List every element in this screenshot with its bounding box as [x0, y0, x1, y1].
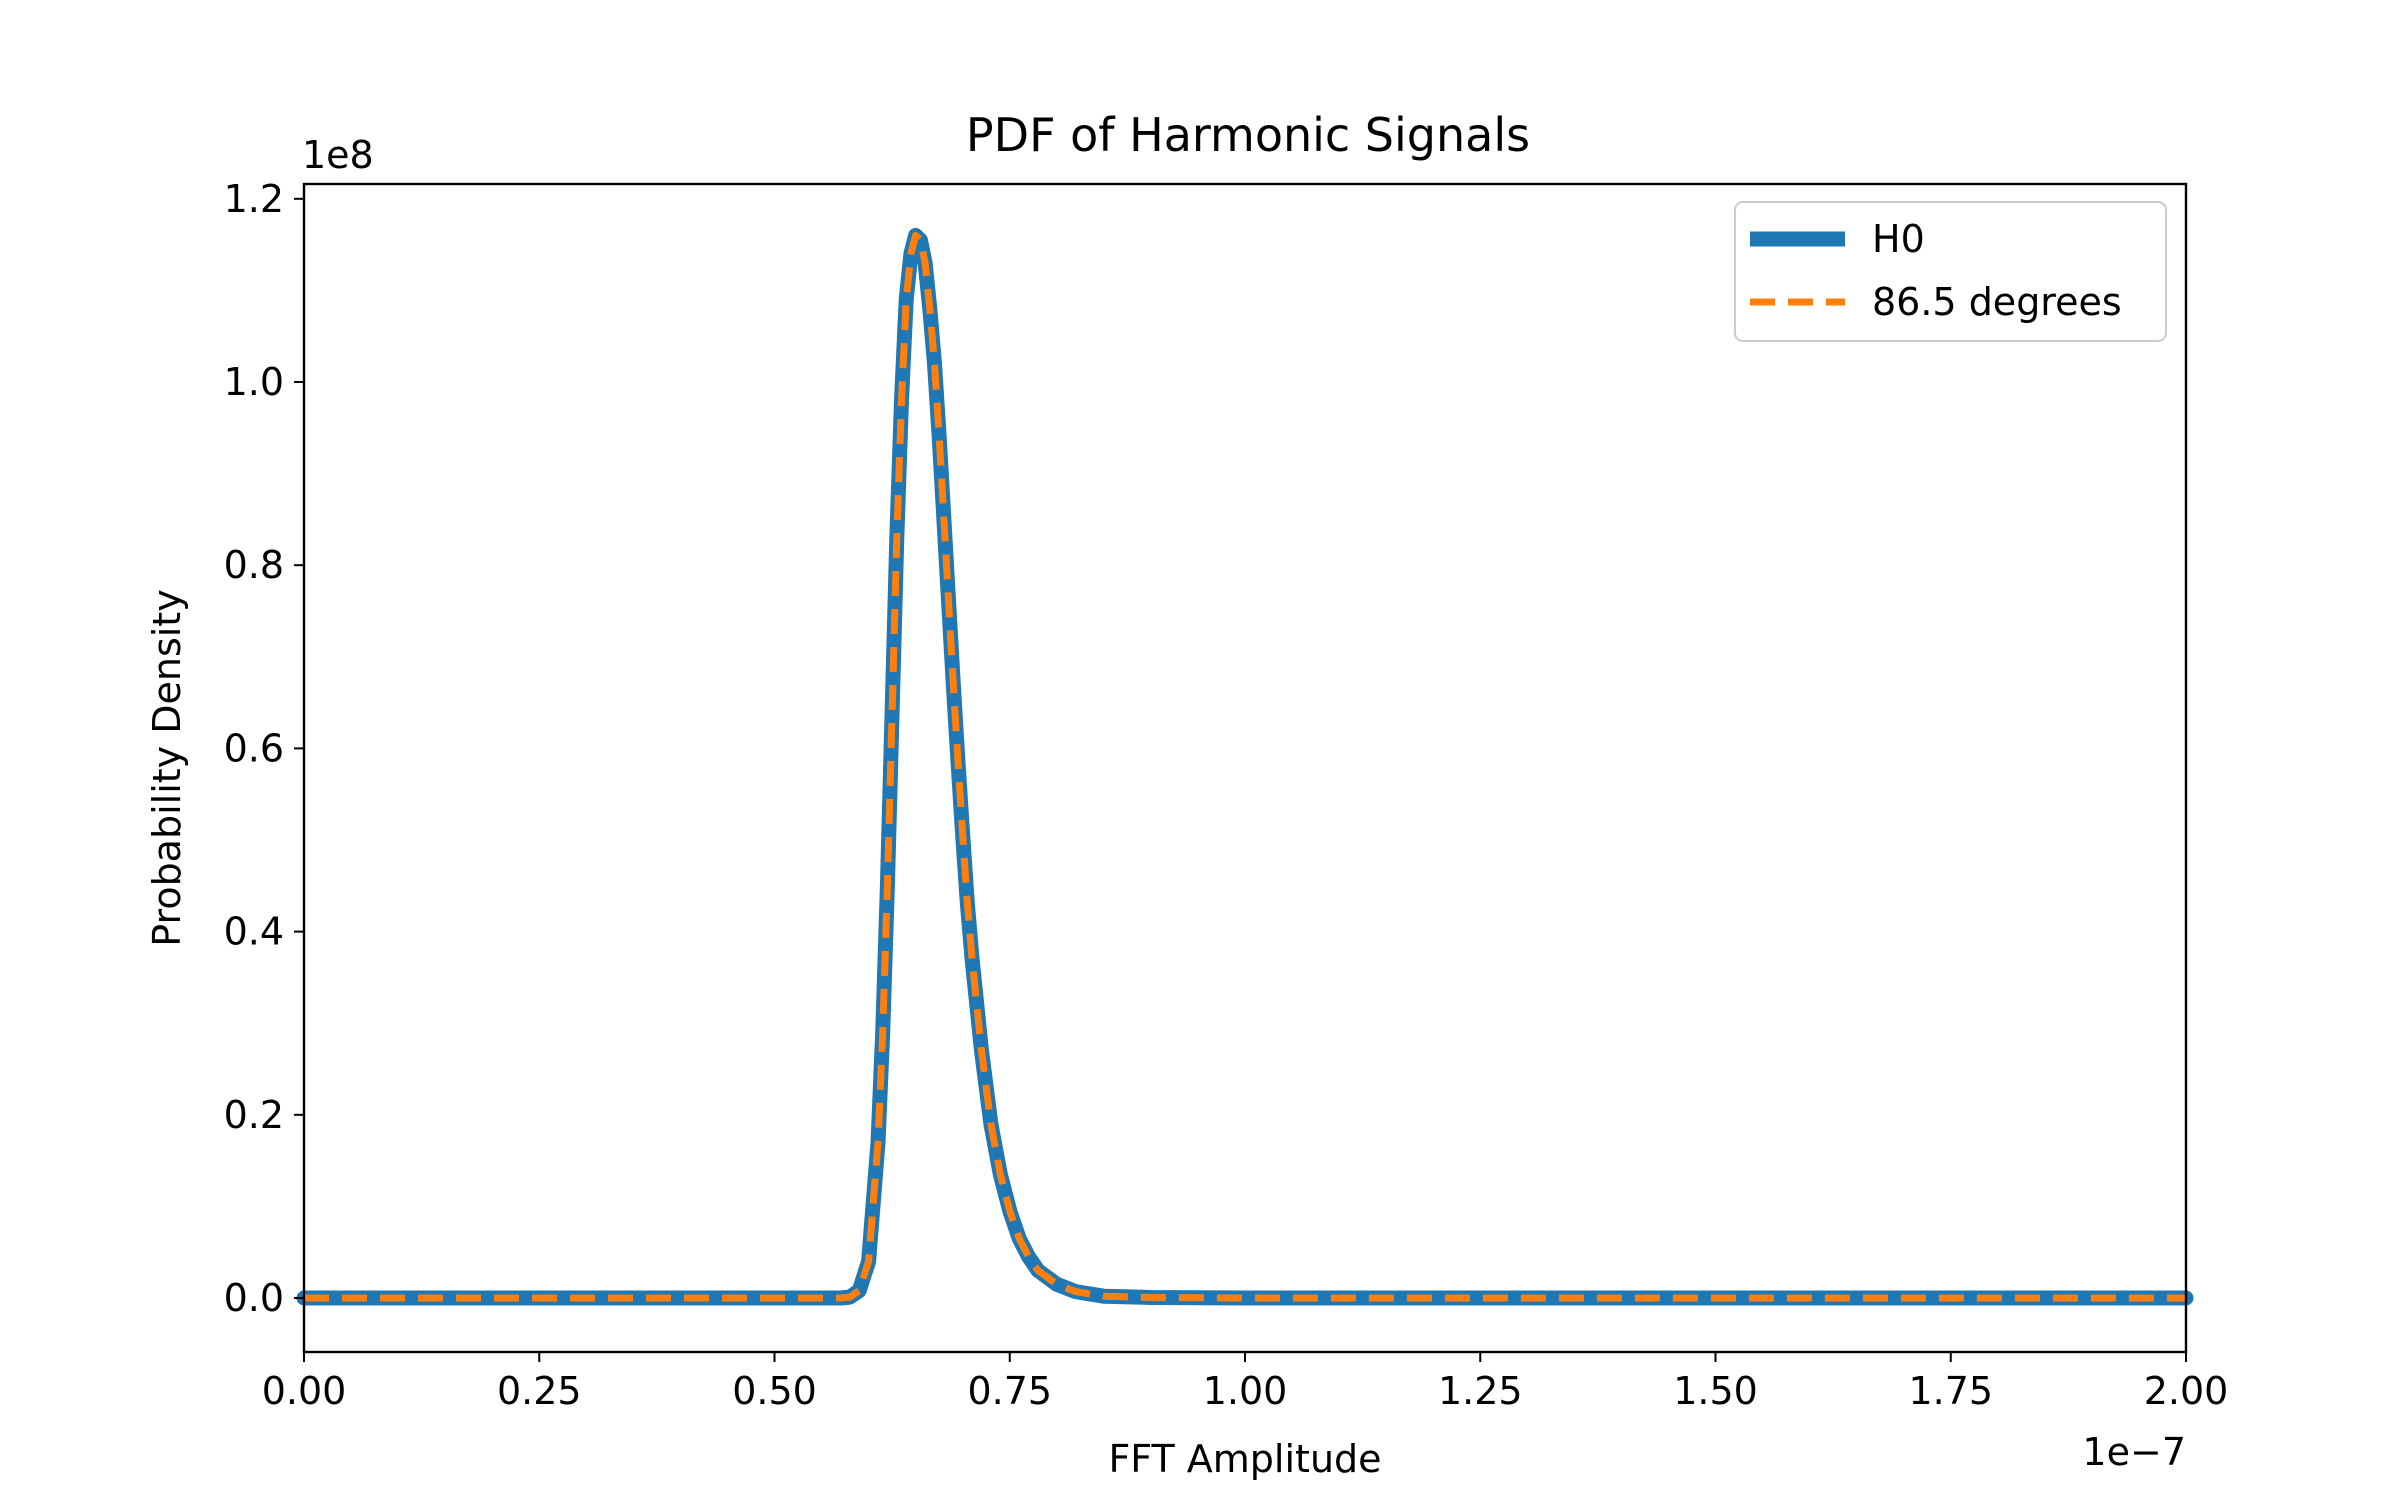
x-tick-label: 2.00	[2144, 1369, 2229, 1413]
x-tick-label: 1.75	[1908, 1369, 1993, 1413]
y-tick-label: 1.2	[224, 177, 284, 221]
x-offset-label: 1e−7	[2082, 1430, 2186, 1474]
legend-degrees-label: 86.5 degrees	[1872, 280, 2122, 324]
y-tick-label: 0.8	[224, 543, 284, 587]
series-line-degrees	[304, 231, 2186, 1302]
y-tick-label: 0.0	[224, 1276, 284, 1320]
chart-title: PDF of Harmonic Signals	[966, 108, 1530, 162]
x-tick-label: 0.25	[497, 1369, 582, 1413]
legend-h0-label: H0	[1872, 217, 1925, 261]
x-tick-label: 1.00	[1203, 1369, 1288, 1413]
y-tick-label: 0.2	[224, 1093, 284, 1137]
series-layer	[296, 227, 2194, 1306]
x-tick-label: 0.00	[262, 1369, 347, 1413]
y-tick-label: 0.4	[224, 910, 284, 954]
x-axis-label: FFT Amplitude	[1108, 1437, 1381, 1481]
y-tick-label: 0.6	[224, 726, 284, 770]
y-offset-label: 1e8	[302, 133, 374, 177]
y-tick-label: 1.0	[224, 360, 284, 404]
x-tick-label: 0.50	[732, 1369, 817, 1413]
x-tick-label: 1.25	[1438, 1369, 1523, 1413]
x-tick-label: 1.50	[1673, 1369, 1758, 1413]
y-axis-label: Probability Density	[145, 589, 189, 946]
x-tick-label: 0.75	[967, 1369, 1052, 1413]
plot-frame	[302, 182, 2188, 1354]
ticks-layer: 0.00 0.25 0.50 0.75 1.00 1.25 1.50 1.75 2.00 0.0 0…	[224, 177, 2229, 1413]
legend: H0 86.5 degrees	[1734, 201, 2167, 342]
